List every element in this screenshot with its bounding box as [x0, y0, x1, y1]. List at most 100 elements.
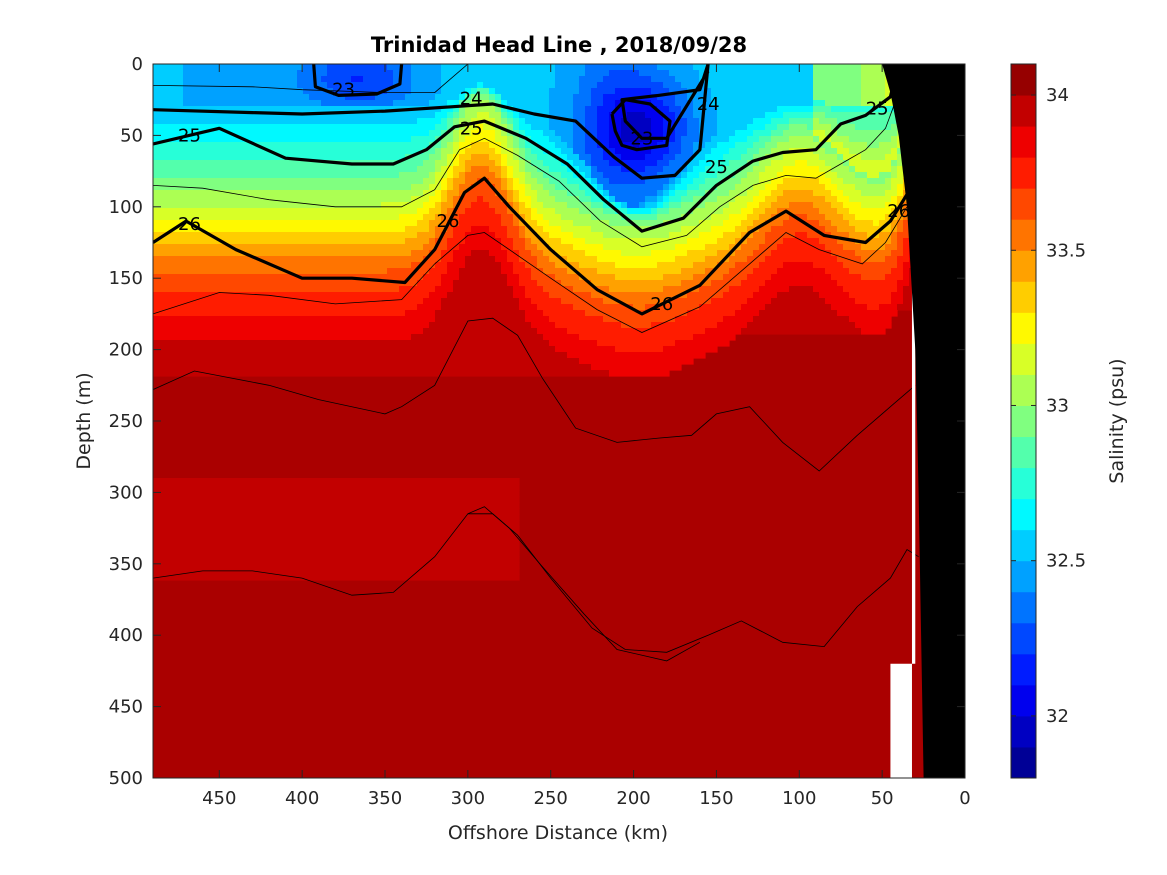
salinity-cell	[531, 322, 556, 329]
salinity-cell	[579, 274, 616, 281]
salinity-cell	[663, 154, 676, 161]
salinity-cell	[717, 184, 736, 191]
salinity-cell	[717, 112, 766, 119]
colorbar-swatch	[1011, 591, 1036, 624]
salinity-cell	[669, 184, 676, 191]
contour-label: 26	[650, 294, 673, 315]
salinity-cell	[657, 208, 670, 215]
salinity-cell	[897, 256, 910, 263]
salinity-cell	[549, 244, 574, 251]
salinity-cell	[513, 244, 526, 251]
salinity-cell	[507, 136, 514, 143]
salinity-cell	[477, 178, 490, 185]
salinity-cell	[669, 196, 682, 203]
salinity-cell	[717, 250, 736, 257]
salinity-cell	[435, 202, 442, 209]
salinity-cell	[903, 202, 910, 209]
salinity-cell	[717, 142, 736, 149]
y-tick-label: 300	[109, 482, 143, 503]
salinity-cell	[849, 316, 892, 323]
salinity-cell	[429, 184, 442, 191]
salinity-cell	[513, 154, 520, 161]
salinity-cell	[609, 70, 640, 77]
salinity-cell	[855, 124, 892, 131]
salinity-cell	[471, 142, 490, 149]
salinity-cell	[747, 322, 856, 329]
salinity-cell	[501, 100, 508, 107]
salinity-cell	[423, 160, 436, 167]
salinity-cell	[567, 178, 586, 185]
salinity-cell	[903, 226, 910, 233]
salinity-cell	[387, 64, 412, 71]
salinity-cell	[495, 190, 508, 197]
salinity-cell	[885, 202, 898, 209]
salinity-cell	[537, 256, 550, 263]
salinity-cell	[453, 136, 460, 143]
salinity-cell	[465, 88, 472, 95]
salinity-cell	[489, 154, 502, 161]
salinity-cell	[153, 244, 424, 251]
salinity-cell	[543, 148, 562, 155]
salinity-cell	[441, 256, 454, 263]
x-tick-label: 400	[285, 788, 319, 809]
salinity-cell	[765, 184, 778, 191]
salinity-cell	[411, 136, 436, 143]
salinity-cell	[747, 256, 766, 263]
salinity-cell	[741, 178, 760, 185]
salinity-cell	[519, 154, 526, 161]
salinity-cell	[897, 244, 904, 251]
salinity-cell	[759, 202, 772, 209]
salinity-cell	[507, 100, 550, 107]
salinity-cell	[591, 154, 604, 161]
salinity-cell	[153, 214, 400, 221]
salinity-cell	[183, 76, 298, 83]
salinity-cell	[597, 118, 610, 125]
salinity-cell	[651, 76, 676, 83]
salinity-cell	[417, 280, 442, 287]
salinity-cell	[699, 136, 712, 143]
salinity-cell	[831, 232, 850, 239]
salinity-cell	[819, 142, 832, 149]
salinity-cell	[153, 232, 418, 239]
salinity-cell	[891, 136, 898, 143]
salinity-cell	[825, 244, 844, 251]
salinity-cell	[759, 214, 772, 221]
salinity-cell	[717, 130, 736, 137]
salinity-cell	[351, 76, 364, 83]
salinity-cell	[489, 94, 496, 101]
salinity-cell	[531, 268, 544, 275]
salinity-cell	[765, 124, 778, 131]
salinity-cell	[873, 220, 880, 227]
salinity-cell	[543, 250, 556, 257]
salinity-cell	[591, 214, 622, 221]
salinity-cell	[429, 130, 442, 137]
salinity-cell	[861, 202, 886, 209]
salinity-cell	[789, 286, 814, 293]
nodata-region	[890, 64, 937, 778]
salinity-cell	[885, 178, 892, 185]
salinity-cell	[777, 244, 826, 251]
salinity-cell	[531, 148, 544, 155]
colorbar: 32 32.5 33 33.5 34 Salinity (psu)	[1010, 63, 1128, 779]
salinity-cell	[891, 298, 904, 305]
salinity-cell	[759, 286, 790, 293]
salinity-cell	[747, 214, 760, 221]
salinity-cell	[441, 208, 448, 215]
salinity-cell	[567, 352, 706, 359]
salinity-cell	[531, 136, 550, 143]
salinity-cell	[609, 118, 622, 125]
salinity-cell	[153, 562, 520, 569]
salinity-cell	[495, 172, 502, 179]
salinity-cell	[771, 136, 790, 143]
salinity-cell	[543, 238, 562, 245]
salinity-cell	[585, 178, 592, 185]
colorbar-tick-label: 32	[1046, 706, 1069, 727]
salinity-cell	[495, 232, 508, 239]
salinity-cell	[627, 208, 652, 215]
y-tick-label: 450	[109, 697, 143, 718]
salinity-cell	[453, 172, 460, 179]
salinity-cell	[411, 82, 442, 89]
salinity-cell	[519, 280, 538, 287]
salinity-cell	[891, 268, 904, 275]
salinity-cell	[435, 178, 442, 185]
